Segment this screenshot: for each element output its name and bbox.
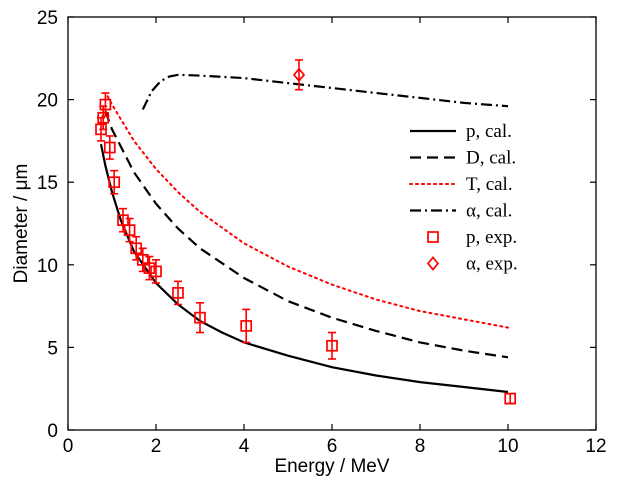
legend-label: α, cal.: [466, 201, 512, 222]
y-tick-label: 10: [37, 256, 58, 277]
series-6: [292, 59, 306, 91]
legend: p, cal. D, cal. T, cal. α, cal. p, exp. α, ex…: [409, 121, 518, 275]
marker: [108, 176, 121, 189]
data-point: [143, 255, 156, 281]
legend-label: T, cal.: [466, 174, 513, 195]
data-point: [326, 331, 338, 360]
x-tick-label: 10: [497, 436, 518, 457]
legend-marker: [426, 256, 440, 271]
marker: [97, 111, 110, 124]
series-3: [106, 95, 509, 329]
data-point: [194, 301, 206, 334]
marker: [150, 265, 162, 278]
marker: [136, 253, 149, 266]
legend-marker: [427, 231, 439, 243]
series-line: [99, 143, 509, 394]
marker: [292, 67, 306, 83]
series-line: [104, 110, 509, 359]
series-1: [99, 143, 509, 394]
series-2: [104, 110, 509, 359]
legend-label: p, cal.: [466, 121, 512, 142]
marker: [172, 287, 184, 299]
series-line: [141, 73, 509, 110]
x-tick-label: 4: [239, 436, 250, 457]
plot-area: [95, 59, 517, 405]
data-point: [108, 169, 121, 195]
legend-entry-3: T, cal.: [409, 174, 513, 195]
legend-entry-1: p, cal.: [410, 121, 512, 142]
x-tick-label: 12: [585, 436, 606, 457]
x-tick-label: 0: [63, 436, 74, 457]
y-tick-label: 25: [37, 8, 58, 29]
legend-entry-2: D, cal.: [410, 148, 516, 169]
y-tick-label: 15: [37, 173, 58, 194]
data-point: [117, 207, 129, 233]
data-point: [292, 59, 306, 91]
marker: [99, 98, 112, 111]
marker: [326, 339, 338, 352]
marker: [123, 224, 136, 236]
x-tick-label: 8: [415, 436, 426, 457]
x-axis-label: Energy / MeV: [274, 456, 389, 477]
y-tick-label: 5: [47, 338, 58, 359]
marker: [504, 392, 517, 405]
data-point: [504, 392, 517, 405]
data-point: [103, 135, 116, 160]
data-point: [123, 217, 136, 243]
legend-label: α, exp.: [466, 254, 518, 275]
data-point: [136, 247, 149, 273]
legend-label: D, cal.: [466, 148, 516, 169]
data-point: [172, 280, 184, 306]
legend-entry-6: α, exp.: [426, 254, 518, 275]
marker: [117, 214, 129, 227]
marker: [240, 320, 253, 332]
y-tick-label: 20: [37, 91, 58, 112]
data-point: [240, 308, 253, 344]
series-4: [141, 73, 509, 110]
marker: [194, 311, 206, 324]
legend-entry-4: α, cal.: [410, 201, 512, 222]
legend-entry-5: p, exp.: [427, 227, 517, 248]
data-point: [99, 92, 112, 117]
marker: [103, 141, 116, 154]
series-line: [106, 95, 509, 329]
y-tick-label: 0: [47, 421, 58, 442]
y-axis-label: Diameter / μm: [11, 164, 32, 284]
axes: 0 2 4 6 8 10 12 0 5 10 15 20 25 Energy / MeV Diameter …: [11, 8, 607, 477]
x-tick-label: 6: [327, 436, 338, 457]
data-point: [150, 259, 162, 284]
marker: [143, 262, 156, 274]
legend-label: p, exp.: [466, 227, 517, 248]
series-5: [95, 92, 517, 405]
x-tick-label: 2: [151, 436, 162, 457]
